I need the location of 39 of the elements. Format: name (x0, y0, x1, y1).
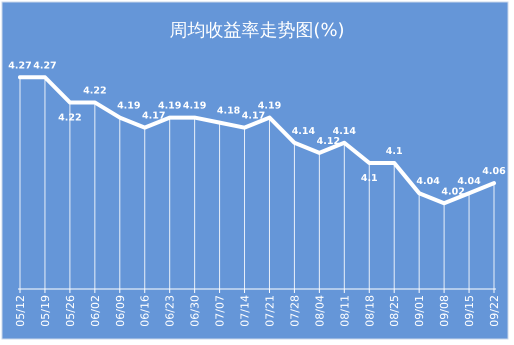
x-tick-label: 08/04 (313, 295, 326, 327)
data-label: 4.17 (142, 110, 166, 122)
x-tick-label: 07/28 (288, 295, 302, 327)
data-label: 4.12 (316, 136, 340, 147)
x-tick-label: 05/12 (14, 295, 27, 327)
data-label: 4.06 (482, 166, 506, 178)
data-label: 4.19 (117, 100, 141, 112)
data-label: 4.14 (292, 126, 316, 137)
x-tick-label: 09/15 (463, 295, 476, 327)
x-tick-label: 06/16 (138, 295, 152, 327)
data-label: 4.19 (158, 100, 182, 112)
data-label: 4.1 (386, 146, 403, 157)
data-label: 4.19 (182, 100, 206, 112)
x-tick-label: 07/07 (214, 295, 227, 327)
data-label: 4.22 (83, 85, 107, 96)
data-label: 4.04 (457, 176, 482, 188)
data-label: 4.02 (441, 186, 465, 198)
data-label: 4.17 (242, 110, 266, 122)
x-tick-label: 08/18 (363, 295, 376, 327)
chart-title: 周均收益率走势图(%) (169, 20, 345, 41)
x-tick-label: 08/25 (388, 295, 402, 327)
x-tick-label: 08/11 (338, 295, 352, 327)
x-tick-label: 09/08 (438, 295, 452, 327)
data-label: 4.14 (332, 126, 356, 137)
x-tick-label: 06/30 (188, 295, 202, 327)
x-tick-label: 07/14 (238, 295, 252, 327)
x-tick-label: 05/26 (64, 295, 77, 327)
x-tick-label: 06/23 (164, 295, 177, 327)
x-tick-label: 06/02 (88, 295, 102, 327)
data-label: 4.18 (216, 106, 241, 117)
x-tick-label: 07/21 (263, 295, 276, 327)
data-label: 4.19 (258, 100, 282, 112)
data-label: 4.27 (33, 60, 57, 72)
x-tick-label: 09/22 (488, 295, 501, 327)
x-tick-label: 05/19 (38, 295, 52, 327)
data-label: 4.27 (8, 60, 32, 72)
data-label: 4.04 (416, 176, 440, 188)
x-tick-label: 09/01 (413, 295, 426, 327)
x-tick-label: 06/09 (114, 295, 127, 327)
